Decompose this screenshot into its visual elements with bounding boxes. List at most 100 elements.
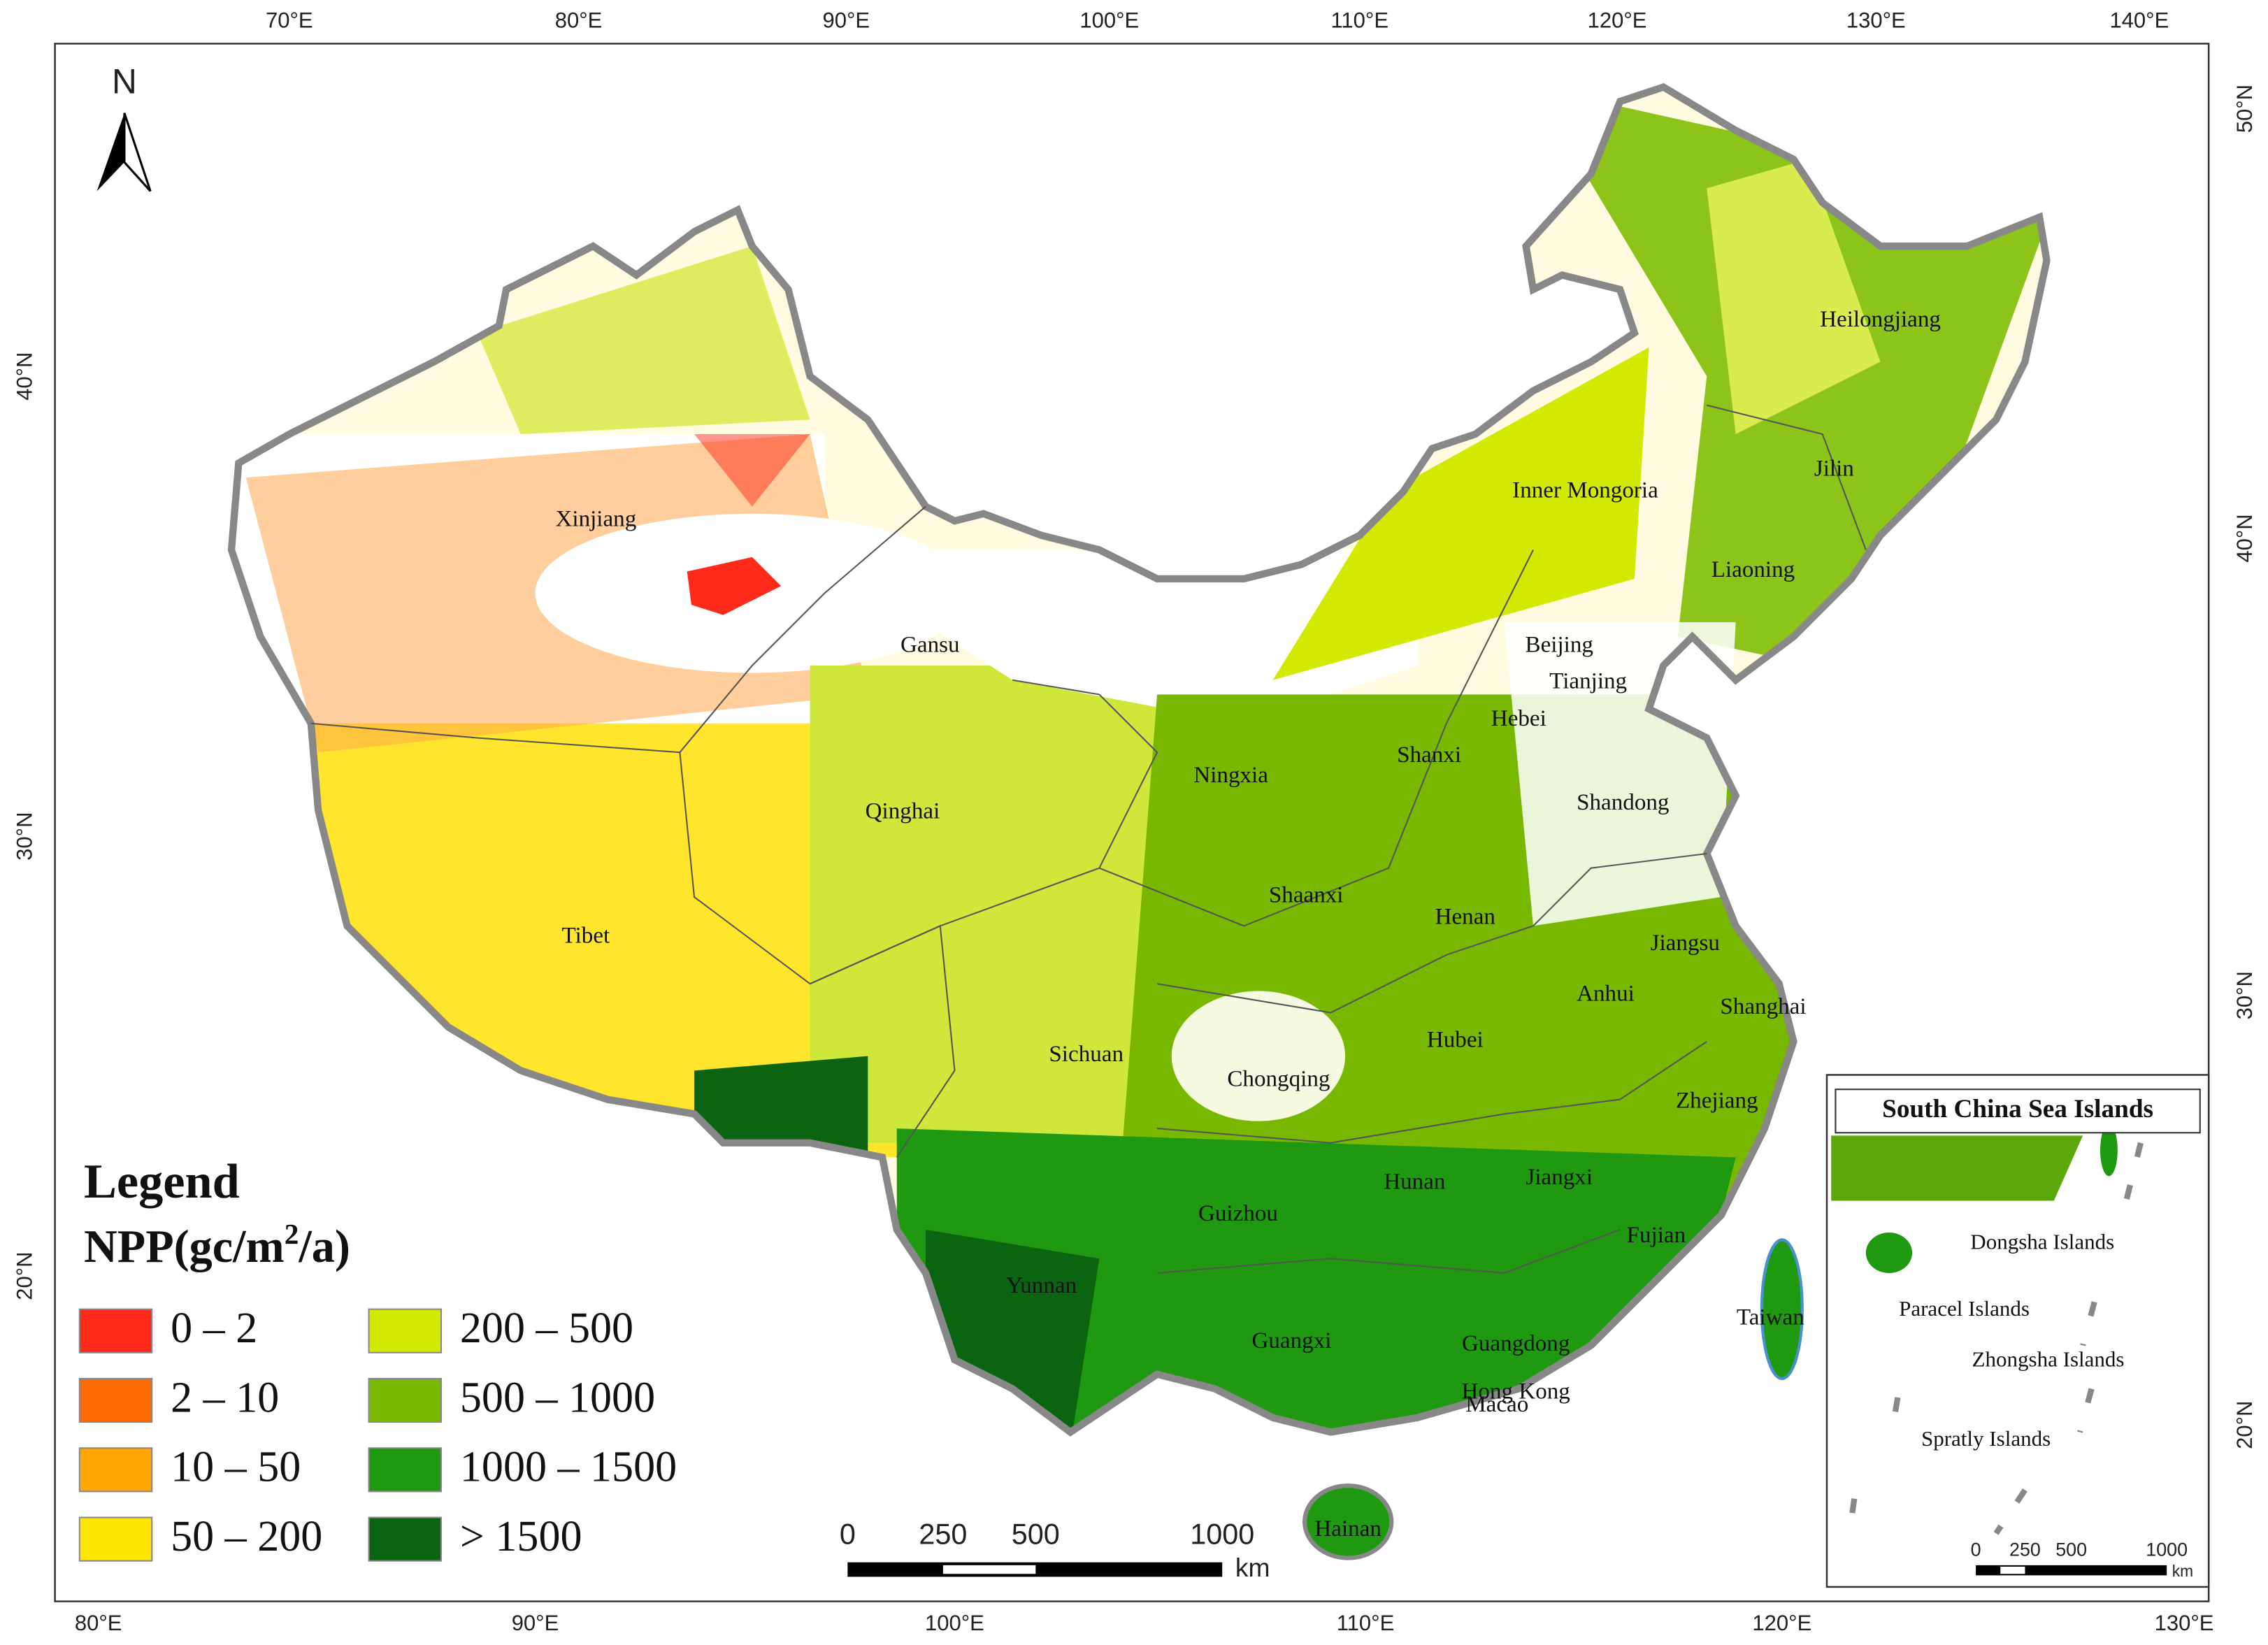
legend-swatch bbox=[368, 1447, 443, 1493]
island-label: Spratly Islands bbox=[1921, 1426, 2051, 1451]
province-label: Heilongjiang bbox=[1820, 307, 1941, 332]
bottom-axis-label: 110°E bbox=[1337, 1611, 1395, 1635]
province-label: Shanxi bbox=[1397, 742, 1461, 768]
province-label: Jilin bbox=[1814, 456, 1854, 481]
province-label: Hainan bbox=[1314, 1516, 1381, 1542]
inset-scale-unit: km bbox=[2172, 1562, 2193, 1580]
province-label: Guizhou bbox=[1198, 1201, 1278, 1226]
province-label: Beijing bbox=[1526, 633, 1593, 658]
inset-scale-bar bbox=[1976, 1565, 2167, 1576]
legend-swatch bbox=[368, 1516, 443, 1562]
scale-label: 500 bbox=[1012, 1518, 1060, 1550]
top-axis-label: 90°E bbox=[822, 8, 870, 33]
hainan-island bbox=[1302, 1483, 1394, 1560]
province-label: Taiwan bbox=[1737, 1305, 1804, 1330]
right-axis-label: 20°N bbox=[2232, 1401, 2257, 1449]
province-label: Jiangxi bbox=[1526, 1165, 1593, 1190]
inset-title: South China Sea Islands bbox=[1882, 1095, 2153, 1123]
inset-hainan bbox=[1865, 1233, 1913, 1273]
inset bbox=[1825, 1074, 2210, 1588]
scale-bar bbox=[847, 1562, 1223, 1577]
right-axis-label: 50°N bbox=[2232, 85, 2257, 133]
legend-swatch bbox=[78, 1308, 153, 1353]
province-label: Tibet bbox=[562, 924, 610, 949]
province-label: Chongqing bbox=[1227, 1066, 1330, 1091]
red-patch bbox=[687, 556, 782, 615]
province-label: Xinjiang bbox=[555, 507, 636, 532]
bottom-axis-label: 120°E bbox=[1752, 1611, 1811, 1635]
bottom-axis-label: 80°E bbox=[75, 1611, 122, 1635]
bottom-axis-label: 90°E bbox=[512, 1611, 559, 1635]
scale-label: 250 bbox=[919, 1518, 967, 1550]
bottom-axis-label: 130°E bbox=[2155, 1611, 2214, 1635]
province-label: Zhejiang bbox=[1676, 1088, 1758, 1113]
china-border bbox=[227, 82, 2051, 1437]
legend-label: 50 – 200 bbox=[171, 1513, 322, 1560]
province-label: Sichuan bbox=[1049, 1042, 1124, 1067]
north-arrow bbox=[96, 113, 152, 192]
province-label: Shandong bbox=[1577, 790, 1669, 815]
inset-scale-label: 500 bbox=[2055, 1539, 2087, 1560]
province-label: Liaoning bbox=[1711, 557, 1795, 582]
top-axis-label: 140°E bbox=[2109, 8, 2169, 33]
province-label: Qinghai bbox=[866, 799, 940, 824]
province-label: Hong Kong bbox=[1462, 1379, 1570, 1404]
province-label: Henan bbox=[1435, 905, 1496, 930]
legend-swatch bbox=[78, 1516, 153, 1562]
province-label: Hunan bbox=[1384, 1169, 1446, 1194]
legend-label: 200 – 500 bbox=[460, 1305, 633, 1352]
island-label: Zhongsha Islands bbox=[1972, 1346, 2125, 1371]
inset-scale-label: 250 bbox=[2009, 1539, 2041, 1560]
province-label: Yunnan bbox=[1006, 1273, 1077, 1298]
north-label: N bbox=[112, 62, 137, 101]
inset-taiwan bbox=[2100, 1123, 2118, 1177]
province-label: Fujian bbox=[1627, 1223, 1686, 1248]
island-label: Paracel Islands bbox=[1899, 1296, 2030, 1321]
legend-label: 10 – 50 bbox=[171, 1444, 301, 1491]
scale-label: 1000 bbox=[1190, 1518, 1254, 1550]
legend-subtitle-text: NPP(gc/m bbox=[84, 1221, 285, 1272]
province-label: Hubei bbox=[1427, 1028, 1484, 1053]
left-axis-label: 40°N bbox=[12, 352, 36, 401]
inset-scale-label: 0 bbox=[1971, 1539, 1981, 1560]
bottom-axis-label: 100°E bbox=[925, 1611, 984, 1635]
legend-label: 0 – 2 bbox=[171, 1305, 257, 1352]
legend-subtitle-sup: 2 bbox=[285, 1218, 299, 1250]
legend-swatch bbox=[78, 1447, 153, 1493]
legend-subtitle: NPP(gc/m2/a) bbox=[84, 1218, 350, 1272]
inset-title-box bbox=[1835, 1089, 2201, 1134]
province-label: Gansu bbox=[900, 633, 960, 658]
province-label: Jiangsu bbox=[1651, 931, 1720, 956]
province-label: Macao bbox=[1465, 1392, 1528, 1417]
province-label: Anhui bbox=[1577, 981, 1635, 1006]
legend-title: Legend bbox=[84, 1154, 240, 1209]
province-label: Guangdong bbox=[1462, 1331, 1570, 1356]
province-label: Tianjing bbox=[1549, 668, 1627, 694]
legend-swatch bbox=[78, 1377, 153, 1423]
province-label: Hebei bbox=[1491, 706, 1546, 731]
left-axis-label: 20°N bbox=[12, 1251, 36, 1300]
legend-swatch bbox=[368, 1308, 443, 1353]
top-axis-label: 100°E bbox=[1079, 8, 1139, 33]
top-axis-label: 110°E bbox=[1330, 8, 1388, 33]
top-axis-label: 130°E bbox=[1846, 8, 1906, 33]
top-axis-label: 80°E bbox=[555, 8, 603, 33]
legend-label: 500 – 1000 bbox=[460, 1374, 655, 1421]
scale-unit: km bbox=[1235, 1553, 1270, 1582]
right-axis-label: 30°N bbox=[2232, 971, 2257, 1019]
right-axis-label: 40°N bbox=[2232, 514, 2257, 562]
scale-label: 0 bbox=[840, 1518, 856, 1550]
top-axis-label: 120°E bbox=[1588, 8, 1647, 33]
legend-label: 1000 – 1500 bbox=[460, 1444, 677, 1491]
top-axis-label: 70°E bbox=[266, 8, 313, 33]
province-label: Inner Mongoria bbox=[1512, 477, 1658, 503]
island-label: Dongsha Islands bbox=[1970, 1230, 2114, 1254]
province-borders bbox=[310, 404, 1867, 1274]
inset-land bbox=[1831, 1135, 2083, 1201]
province-label: Shaanxi bbox=[1269, 883, 1344, 908]
left-axis-label: 30°N bbox=[12, 812, 36, 860]
legend-subtitle-tail: /a) bbox=[298, 1221, 350, 1272]
legend-label: > 1500 bbox=[460, 1513, 582, 1560]
inset-scale-label: 1000 bbox=[2146, 1539, 2188, 1560]
